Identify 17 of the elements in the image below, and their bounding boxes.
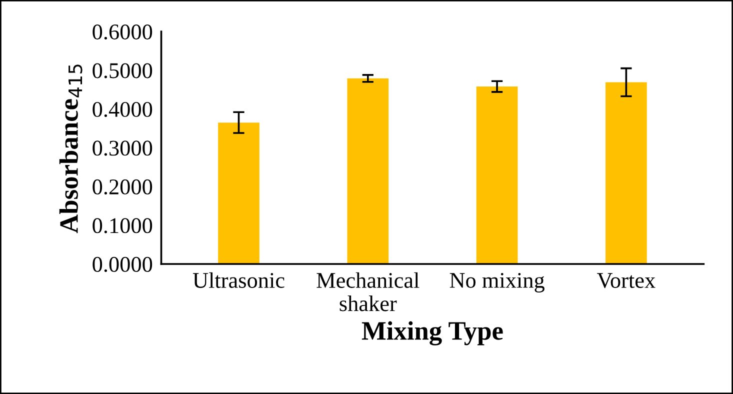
y-axis-title: Absorbance$_{415}$ [59, 64, 82, 234]
x-tick-label: Mechanical shaker [316, 272, 420, 312]
bar [218, 122, 260, 264]
x-tick-label: No mixing [450, 272, 544, 292]
x-tick-label: Vortex [597, 273, 656, 288]
x-tick-label: Ultrasonic [192, 272, 284, 288]
y-tick-label: 0.3000 [92, 140, 152, 156]
bar [476, 86, 518, 264]
bar [606, 82, 647, 264]
y-tick-label: 0.2000 [92, 179, 152, 195]
y-tick-label: 0.0000 [92, 256, 152, 272]
y-tick-label: 0.5000 [92, 63, 152, 78]
y-tick-label: 0.4000 [92, 102, 152, 118]
y-tick-label: 0.1000 [92, 218, 152, 234]
y-tick-label: 0.6000 [92, 24, 152, 40]
bar [347, 78, 389, 264]
x-axis-title: Mixing Type [362, 321, 503, 346]
